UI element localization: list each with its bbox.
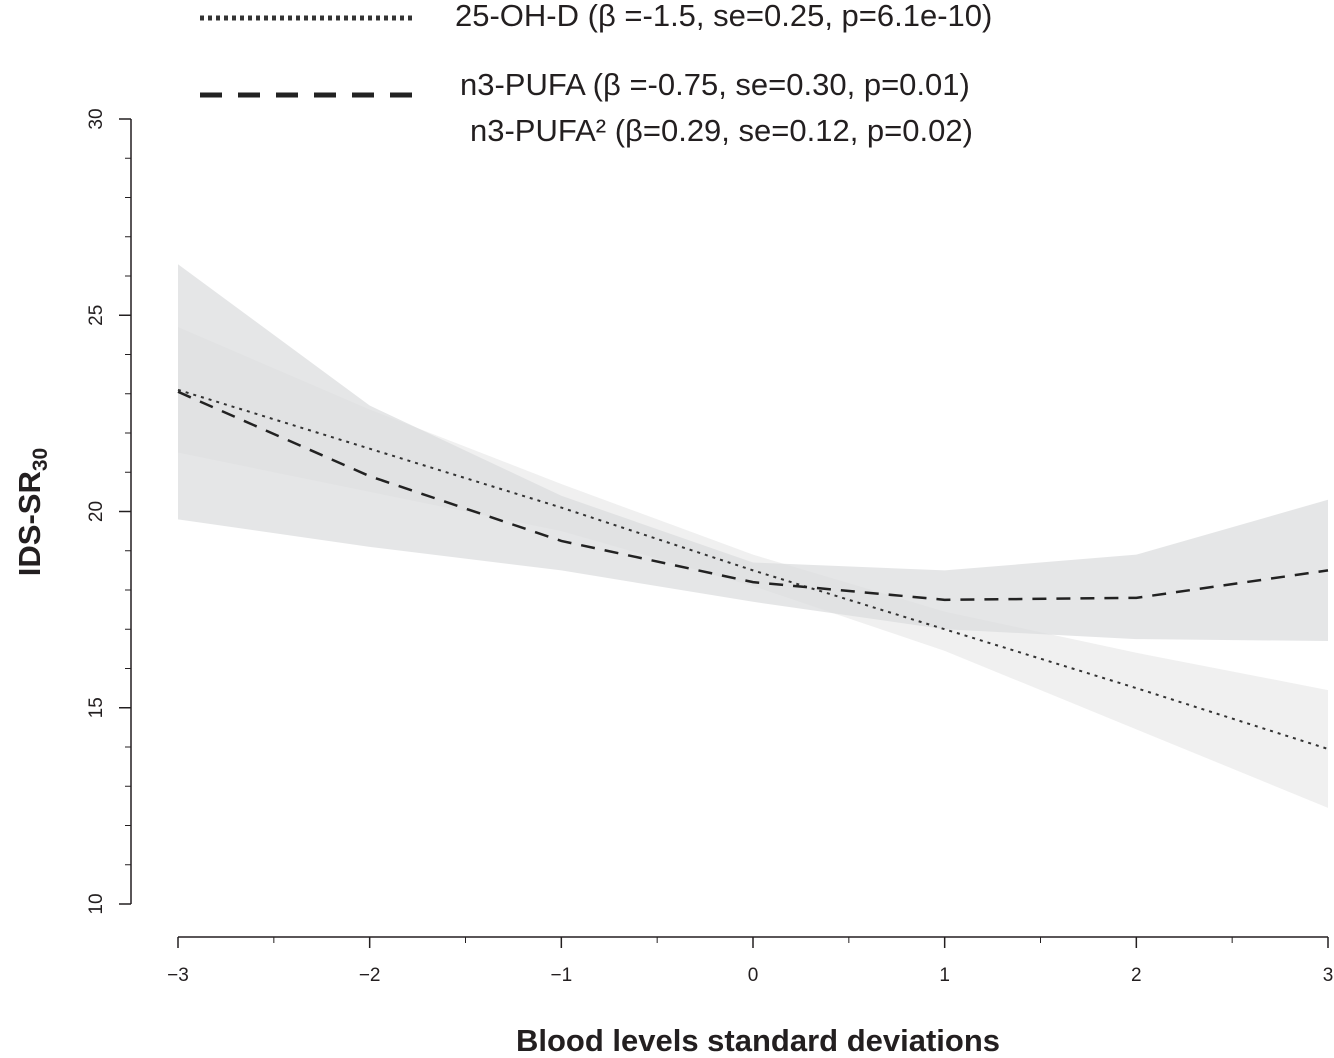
- x-axis-label: Blood levels standard deviations: [516, 1023, 1000, 1058]
- x-tick-label: −2: [359, 965, 381, 986]
- y-axis-label-subscript: 30: [29, 448, 52, 471]
- x-tick-label: 0: [748, 965, 759, 986]
- x-tick-label: 2: [1131, 965, 1142, 986]
- series-line: [177, 390, 1329, 602]
- x-tick-label: 3: [1323, 965, 1334, 986]
- legend-label: 25-OH-D (β =-1.5, se=0.25, p=6.1e-10): [455, 0, 992, 33]
- plot: 25-OH-D (β =-1.5, se=0.25, p=6.1e-10) n3-…: [86, 0, 1333, 986]
- y-tick-label: 30: [86, 108, 107, 129]
- legend-annotation: n3-PUFA² (β=0.29, se=0.12, p=0.02): [470, 113, 973, 148]
- x-tick-label: −3: [167, 965, 189, 986]
- y-tick-label: 20: [86, 501, 107, 522]
- y-axis-label: IDS-SR30: [12, 448, 51, 576]
- legend-label: n3-PUFA (β =-0.75, se=0.30, p=0.01): [460, 67, 970, 102]
- x-tick-label: −1: [550, 965, 572, 986]
- y-axis-label-main: IDS-SR: [12, 471, 47, 576]
- y-tick-label: 15: [86, 697, 107, 718]
- confidence-band: [178, 264, 1328, 642]
- x-tick-label: 1: [939, 965, 950, 986]
- y-tick-label: 25: [86, 305, 107, 326]
- y-tick-label: 10: [86, 893, 107, 914]
- series-line: [177, 388, 1329, 750]
